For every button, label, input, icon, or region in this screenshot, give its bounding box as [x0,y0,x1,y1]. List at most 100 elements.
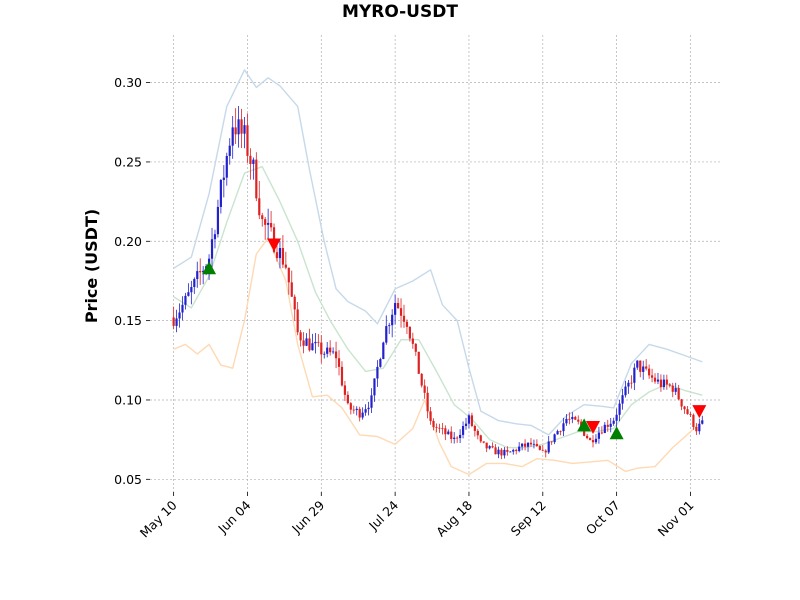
candle-body [382,342,385,360]
candle-body [523,443,527,447]
candle-body [444,428,447,435]
sell-signal-marker [692,405,707,419]
buy-signal-marker [202,261,217,275]
candle-body [550,441,553,443]
candle-body [411,338,414,344]
candle-body [290,282,293,297]
candle-body [653,377,657,382]
y-tick-label: 0.05 [114,472,142,487]
candle-body [172,317,175,326]
candle-body [609,423,612,427]
candle-body [606,424,609,427]
candle-body [665,379,668,385]
candle-body [190,287,193,293]
y-tick-label: 0.20 [114,234,142,249]
y-tick-label: 0.15 [114,313,142,328]
candle-body [686,409,689,415]
candle-body [373,378,376,396]
candle-body [222,177,225,180]
candle-body [275,252,279,259]
axes: 0.05 0.10 0.15 0.20 0.25 0.30 May 10 Jun 04 Jun … [114,75,696,540]
candle-body [518,446,521,452]
candle-body [264,219,267,225]
candle-body [269,222,273,228]
candle-body [178,312,181,319]
candle-body [695,426,698,432]
candle-body [583,427,586,436]
candle-body [494,447,497,455]
candle-body [426,392,429,412]
candle-body [671,385,674,392]
candle-body [683,406,686,410]
candle-body [553,434,556,443]
candle-body [231,127,234,146]
candle-body [571,416,574,420]
candle-body [267,222,270,225]
candle-body [320,342,323,355]
candle-body [701,420,704,424]
candle-body [246,125,249,156]
y-tick-label: 0.25 [114,154,142,169]
candle-body [491,446,494,448]
y-axis-label: Price (USDT) [82,209,101,323]
candle-body [317,341,320,343]
candle-body [612,420,615,424]
candle-body [237,119,240,135]
candle-body [577,419,580,422]
candle-body [349,403,352,410]
candle-body [529,442,533,445]
candle-body [193,279,196,288]
grid [150,35,720,492]
candle-body [184,295,187,305]
candle-body [219,179,222,207]
candle-body [615,414,618,421]
middle-band-line [173,166,703,449]
candle-body [334,351,338,359]
candle-body [287,267,290,283]
candle-body [225,155,228,178]
candle-body [659,379,663,388]
candle-body [556,431,559,435]
candle-body [181,304,184,313]
candle-body [568,418,571,420]
candle-body [645,366,648,369]
candle-body [526,442,530,447]
candle-body [332,351,335,353]
candle-body [618,403,621,415]
candle-body [648,368,651,376]
candle-body [464,423,468,427]
candle-body [479,435,482,442]
candle-body [391,314,394,326]
candle-body [302,340,305,346]
candle-body [196,271,199,280]
candle-body [532,443,536,445]
candle-body [326,347,329,354]
candle-body [284,264,287,268]
candle-body [594,438,598,443]
candle-body [535,443,538,447]
sell-signal-marker [267,238,282,252]
candle-body [459,434,462,439]
candle-body [639,360,642,372]
candle-body [441,428,444,430]
candle-body [585,435,589,439]
candle-body [689,414,692,415]
candle-body [255,159,258,199]
candle-body [228,145,231,156]
candle-body [346,394,349,404]
candle-body [692,414,695,427]
candle-body [565,418,568,424]
candle-body [402,315,406,322]
candle-body [364,409,367,413]
candle-body [379,359,382,367]
candle-body [503,449,506,456]
candles [172,105,704,460]
candle-body [562,423,565,432]
candle-body [199,271,202,273]
candle-body [243,125,246,134]
candle-body [656,379,660,382]
candle-body [308,338,311,351]
candle-body [249,155,252,165]
candle-body [453,437,456,439]
